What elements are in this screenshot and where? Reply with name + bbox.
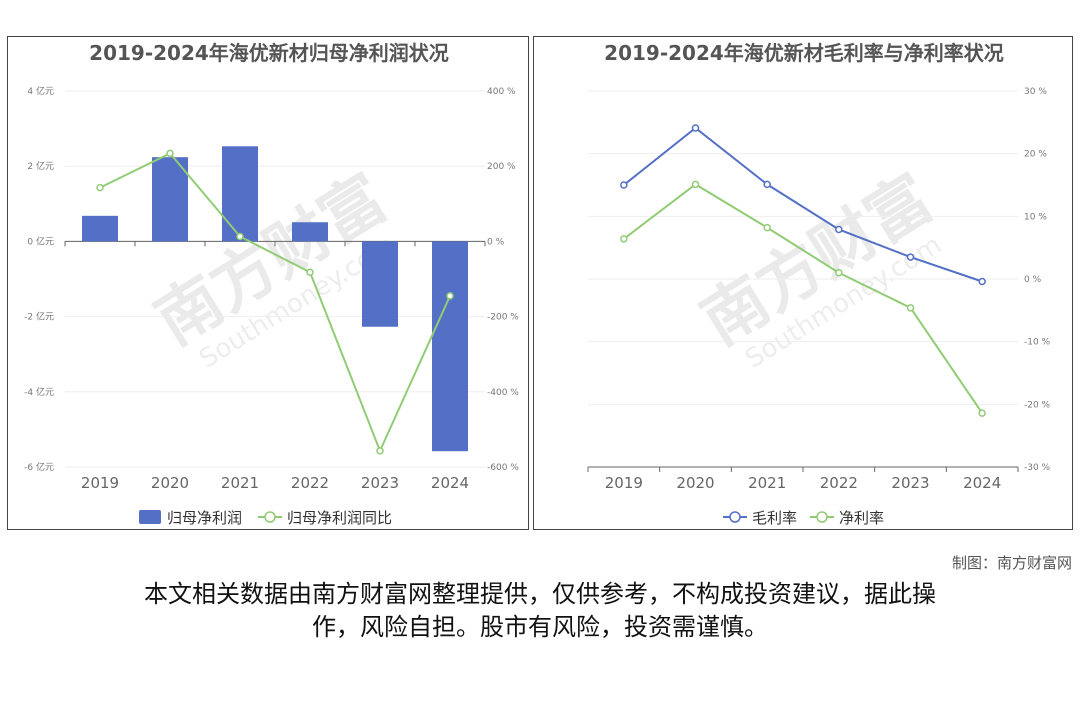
y-tick-label-left: 0 亿元 bbox=[27, 235, 54, 247]
legend-marker bbox=[264, 511, 276, 523]
line-point bbox=[835, 268, 843, 277]
legend-marker bbox=[816, 511, 828, 523]
y-tick-label-left: 4 亿元 bbox=[27, 85, 54, 97]
legend-label: 净利率 bbox=[839, 509, 884, 527]
left-chart-panel: 南方财富 Southmoney.com 2019-2024年海优新材归母净利润状况 4… bbox=[7, 36, 529, 530]
line-point bbox=[691, 180, 700, 189]
legend-label: 归母净利润 bbox=[167, 509, 242, 527]
y-tick-label: 30 % bbox=[1024, 87, 1047, 97]
line-point bbox=[835, 225, 843, 234]
line-point bbox=[166, 149, 174, 158]
line-point bbox=[763, 180, 771, 189]
y-tick-label-right: 400 % bbox=[487, 87, 516, 97]
series-line-1 bbox=[623, 126, 983, 283]
series-line-yoy bbox=[99, 152, 451, 454]
x-tick-label: 2024 bbox=[963, 474, 1001, 492]
chart-title: 2019-2024年海优新材毛利率与净利率状况 bbox=[604, 41, 1004, 65]
x-tick-label: 2020 bbox=[151, 474, 189, 492]
legend-label: 毛利率 bbox=[752, 509, 797, 527]
y-tick-label-right: 0 % bbox=[487, 237, 505, 247]
x-tick-label: 2022 bbox=[820, 474, 858, 492]
series-line-2 bbox=[623, 183, 983, 414]
line-point bbox=[620, 181, 628, 189]
y-tick-label: -20 % bbox=[1024, 400, 1051, 410]
y-tick-label: -10 % bbox=[1024, 338, 1051, 348]
line-point bbox=[446, 292, 454, 300]
legend-label: 归母净利润同比 bbox=[287, 509, 392, 527]
y-tick-label-left: -6 亿元 bbox=[24, 461, 54, 473]
bar bbox=[82, 215, 118, 242]
y-tick-label-left: -2 亿元 bbox=[24, 311, 54, 323]
line-point bbox=[978, 409, 986, 417]
line-point bbox=[978, 277, 986, 286]
bar bbox=[152, 157, 188, 242]
y-tick-label-left: -4 亿元 bbox=[24, 386, 54, 398]
bar bbox=[362, 241, 398, 327]
y-tick-label-right: 200 % bbox=[487, 162, 516, 172]
y-tick-label-right: -200 % bbox=[487, 313, 519, 323]
y-tick-label-right: -600 % bbox=[487, 463, 519, 473]
disclaimer-line-2: 作，风险自担。股市有风险，投资需谨慎。 bbox=[312, 613, 768, 641]
line-point bbox=[763, 223, 771, 232]
legend-swatch-bar bbox=[139, 510, 161, 524]
line-point bbox=[376, 447, 384, 455]
x-tick-label: 2021 bbox=[748, 474, 786, 492]
right-chart-panel: 南方财富 Southmoney.com 2019-2024年海优新材毛利率与净利率状… bbox=[533, 36, 1073, 530]
line-point bbox=[236, 232, 244, 241]
net-profit-chart: 南方财富Southmoney.com2019-2024年海优新材归母净利润状况4… bbox=[24, 41, 519, 527]
y-tick-label-right: -400 % bbox=[487, 388, 519, 398]
line-point bbox=[906, 304, 915, 312]
y-tick-label: 0 % bbox=[1024, 275, 1042, 285]
x-tick-label: 2019 bbox=[81, 474, 119, 492]
x-tick-label: 2022 bbox=[291, 474, 329, 492]
line-point bbox=[906, 253, 915, 261]
line-point bbox=[96, 183, 104, 192]
x-tick-label: 2019 bbox=[605, 474, 643, 492]
x-tick-label: 2023 bbox=[361, 474, 399, 492]
legend-marker bbox=[729, 511, 741, 523]
bar bbox=[432, 241, 468, 452]
y-tick-label: 10 % bbox=[1024, 212, 1047, 222]
y-tick-label: 20 % bbox=[1024, 150, 1047, 160]
bar bbox=[292, 222, 328, 242]
y-tick-label: -30 % bbox=[1024, 463, 1051, 473]
disclaimer-line-1: 本文相关数据由南方财富网整理提供，仅供参考，不构成投资建议，据此操 bbox=[144, 580, 936, 608]
x-tick-label: 2024 bbox=[431, 474, 469, 492]
chart-title: 2019-2024年海优新材归母净利润状况 bbox=[89, 41, 449, 65]
x-tick-label: 2023 bbox=[891, 474, 929, 492]
line-point bbox=[306, 268, 314, 276]
line-point bbox=[620, 235, 628, 243]
bar bbox=[222, 146, 258, 242]
y-tick-label-left: 2 亿元 bbox=[27, 160, 54, 172]
chart-credit: 制图：南方财富网 bbox=[951, 554, 1072, 572]
line-point bbox=[691, 124, 700, 132]
disclaimer: 本文相关数据由南方财富网整理提供，仅供参考，不构成投资建议，据此操 作，风险自担… bbox=[90, 578, 990, 644]
x-tick-label: 2021 bbox=[221, 474, 259, 492]
x-tick-label: 2020 bbox=[676, 474, 714, 492]
